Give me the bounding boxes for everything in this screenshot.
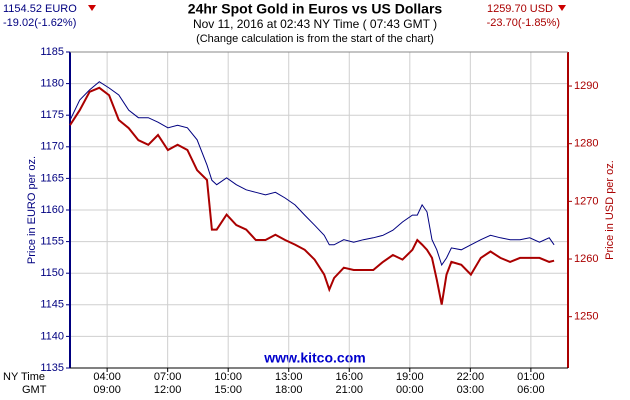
left-price: 1154.52 EURO xyxy=(3,3,77,15)
y-tick-label: 1185 xyxy=(40,46,64,58)
y2-axis-label: Price in USD per oz. xyxy=(604,160,616,260)
x-tick-label: 09:00 xyxy=(93,384,121,396)
y2-tick-label: 1280 xyxy=(574,138,598,150)
y-tick-label: 1135 xyxy=(40,362,64,374)
x-tick-label: 13:00 xyxy=(275,371,303,383)
y-tick-label: 1180 xyxy=(40,78,64,90)
price-line xyxy=(69,81,555,267)
x-tick-label: 00:00 xyxy=(396,384,424,396)
down-arrow xyxy=(88,5,96,11)
x-tick-label: 19:00 xyxy=(396,371,424,383)
y-tick-label: 1175 xyxy=(40,109,64,121)
y-tick-label: 1145 xyxy=(40,299,64,311)
y-tick-label: 1150 xyxy=(40,267,64,279)
watermark: www.kitco.com xyxy=(263,350,365,366)
x-row-label: GMT xyxy=(22,384,47,396)
right-price: 1259.70 USD xyxy=(487,3,553,15)
x-tick-label: 04:00 xyxy=(93,371,121,383)
x-row-label: NY Time xyxy=(3,371,45,383)
right-change: -23.70(-1.85%) xyxy=(487,17,560,29)
left-change: -19.02(-1.62%) xyxy=(3,17,76,29)
y2-tick-label: 1270 xyxy=(574,195,598,207)
y-tick-label: 1170 xyxy=(40,141,64,153)
y-axis-label: Price in EURO per oz. xyxy=(26,156,38,264)
chart-subtitle: Nov 11, 2016 at 02:43 NY Time ( 07:43 GM… xyxy=(193,17,437,31)
x-tick-label: 07:00 xyxy=(154,371,182,383)
y-tick-label: 1160 xyxy=(40,204,64,216)
x-tick-label: 12:00 xyxy=(154,384,182,396)
y-tick-label: 1165 xyxy=(40,172,64,184)
price-line xyxy=(69,86,555,305)
x-tick-label: 22:00 xyxy=(457,371,485,383)
y-tick-label: 1140 xyxy=(40,330,64,342)
x-tick-label: 18:00 xyxy=(275,384,303,396)
y2-tick-label: 1290 xyxy=(574,80,598,92)
x-tick-label: 16:00 xyxy=(336,371,364,383)
down-arrow xyxy=(558,5,566,11)
y-tick-label: 1155 xyxy=(40,236,64,248)
x-tick-label: 15:00 xyxy=(214,384,242,396)
x-tick-label: 01:00 xyxy=(517,371,545,383)
chart-note: (Change calculation is from the start of… xyxy=(196,33,434,45)
y2-tick-label: 1250 xyxy=(574,311,598,323)
x-tick-label: 10:00 xyxy=(214,371,242,383)
y2-tick-label: 1260 xyxy=(574,253,598,265)
x-tick-label: 06:00 xyxy=(517,384,545,396)
chart-title: 24hr Spot Gold in Euros vs US Dollars xyxy=(188,1,443,17)
x-tick-label: 03:00 xyxy=(457,384,485,396)
x-tick-label: 21:00 xyxy=(336,384,364,396)
